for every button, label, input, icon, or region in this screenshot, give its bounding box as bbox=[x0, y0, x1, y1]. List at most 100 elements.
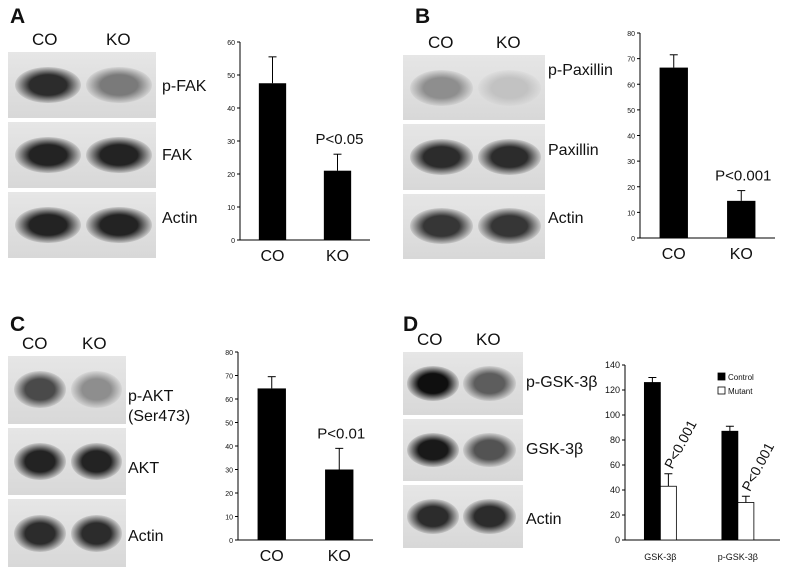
band-label-akt: AKT bbox=[128, 460, 160, 477]
y-tick-label: 40 bbox=[627, 134, 635, 141]
band-label-fak: FAK bbox=[162, 147, 193, 164]
x-tick-label: KO bbox=[326, 248, 349, 265]
p-value-annotation: P<0.01 bbox=[317, 425, 365, 442]
blot-band bbox=[463, 499, 516, 534]
lane-label-co: CO bbox=[428, 33, 454, 52]
bar bbox=[721, 430, 739, 541]
blot-band bbox=[410, 208, 473, 245]
bar-chart-panel-a: 0 10 20 30 40 50 60 CO KO P<0.05 bbox=[227, 40, 370, 265]
y-tick-label: 20 bbox=[225, 491, 233, 498]
blot-strip bbox=[403, 352, 523, 415]
lane-label-co: CO bbox=[22, 334, 48, 353]
y-tick-label: 20 bbox=[610, 510, 620, 520]
lane-label-co: CO bbox=[32, 30, 58, 49]
blot-strip bbox=[403, 485, 523, 548]
p-value-annotation: P<0.001 bbox=[738, 440, 777, 494]
blot-band bbox=[86, 66, 152, 104]
band-label-actin: Actin bbox=[128, 528, 164, 545]
blot-band bbox=[86, 206, 152, 244]
y-tick-label: 20 bbox=[227, 172, 235, 179]
blot-band bbox=[13, 371, 66, 409]
blot-band bbox=[15, 206, 81, 244]
bar bbox=[643, 382, 661, 541]
y-tick-label: 40 bbox=[227, 106, 235, 113]
bar-chart-panel-d: 0 20 40 60 80 100 120 140 GSK-3β P<0.001 p-GSK-3β P… bbox=[605, 360, 780, 562]
panel-letter-a: A bbox=[10, 5, 26, 28]
y-tick-label: 140 bbox=[605, 360, 620, 370]
bar bbox=[258, 83, 287, 240]
y-tick-label: 0 bbox=[229, 538, 233, 545]
blot-band bbox=[463, 366, 516, 401]
x-tick-label: KO bbox=[730, 246, 753, 263]
y-tick-label: 120 bbox=[605, 385, 620, 395]
blot-strip bbox=[403, 124, 545, 190]
western-blot-panel-d bbox=[403, 350, 523, 550]
y-tick-label: 80 bbox=[225, 350, 233, 357]
blot-band bbox=[478, 139, 541, 175]
p-value-annotation: P<0.001 bbox=[661, 417, 700, 471]
band-label-p-fak: p-FAK bbox=[162, 78, 207, 95]
bar-chart-panel-c: 0 10 20 30 40 50 60 70 80 CO KO P<0.01 bbox=[225, 350, 373, 565]
panel-letter-d: D bbox=[403, 313, 419, 336]
blot-band bbox=[70, 371, 123, 409]
band-label-actin: Actin bbox=[162, 210, 198, 227]
y-tick-label: 0 bbox=[615, 535, 620, 545]
bar bbox=[659, 67, 688, 238]
y-tick-label: 30 bbox=[227, 139, 235, 146]
legend-label: Mutant bbox=[728, 387, 753, 396]
band-label-paxillin: Paxillin bbox=[548, 142, 599, 159]
bar bbox=[323, 170, 352, 240]
blot-band bbox=[410, 69, 473, 106]
band-label-p-paxillin: p-Paxillin bbox=[548, 62, 613, 79]
bar bbox=[727, 200, 756, 238]
bar-chart-panel-b: 0 10 20 30 40 50 60 70 80 CO KO P<0.001 bbox=[627, 31, 775, 263]
western-blot-panel-a bbox=[8, 50, 156, 260]
y-tick-label: 80 bbox=[627, 31, 635, 38]
blot-strip bbox=[8, 356, 126, 424]
y-tick-label: 80 bbox=[610, 435, 620, 445]
x-tick-label: CO bbox=[261, 248, 285, 265]
band-label-gsk3b: GSK-3β bbox=[526, 441, 584, 458]
band-label-p-gsk3b: p-GSK-3β bbox=[526, 374, 598, 391]
y-tick-label: 0 bbox=[231, 238, 235, 245]
blot-band bbox=[410, 139, 473, 175]
blot-strip bbox=[403, 193, 545, 259]
blot-band bbox=[15, 136, 81, 174]
y-tick-label: 60 bbox=[627, 82, 635, 89]
y-tick-label: 60 bbox=[227, 40, 235, 47]
blot-strip bbox=[8, 192, 156, 258]
y-tick-label: 40 bbox=[610, 485, 620, 495]
blot-strip bbox=[8, 427, 126, 496]
blot-strip bbox=[403, 418, 523, 482]
y-tick-label: 30 bbox=[627, 159, 635, 166]
y-tick-label: 50 bbox=[227, 73, 235, 80]
band-label-p-akt: p-AKT (Ser473) bbox=[128, 388, 191, 425]
y-tick-label: 40 bbox=[225, 444, 233, 451]
blot-strip bbox=[8, 499, 126, 567]
x-tick-label: CO bbox=[260, 548, 284, 565]
y-tick-label: 60 bbox=[610, 460, 620, 470]
y-tick-label: 70 bbox=[627, 57, 635, 64]
blot-band bbox=[406, 366, 460, 401]
y-tick-label: 70 bbox=[225, 374, 233, 381]
x-tick-label: GSK-3β bbox=[644, 552, 676, 562]
bar bbox=[659, 485, 677, 541]
y-tick-label: 100 bbox=[605, 410, 620, 420]
y-tick-label: 60 bbox=[225, 397, 233, 404]
x-tick-label: CO bbox=[662, 246, 686, 263]
blot-band bbox=[406, 499, 460, 534]
bar bbox=[737, 502, 755, 541]
p-value-annotation: P<0.05 bbox=[316, 131, 364, 148]
blot-band bbox=[463, 432, 516, 468]
blot-band bbox=[478, 208, 541, 245]
lane-label-ko: KO bbox=[476, 330, 501, 349]
y-tick-label: 50 bbox=[225, 421, 233, 428]
y-tick-label: 10 bbox=[227, 205, 235, 212]
band-label-actin: Actin bbox=[548, 210, 584, 227]
panel-letter-b: B bbox=[415, 5, 431, 28]
blot-band bbox=[86, 136, 152, 174]
lane-label-co: CO bbox=[417, 330, 443, 349]
y-tick-label: 0 bbox=[631, 236, 635, 243]
blot-band bbox=[70, 442, 123, 481]
bar bbox=[325, 469, 354, 540]
